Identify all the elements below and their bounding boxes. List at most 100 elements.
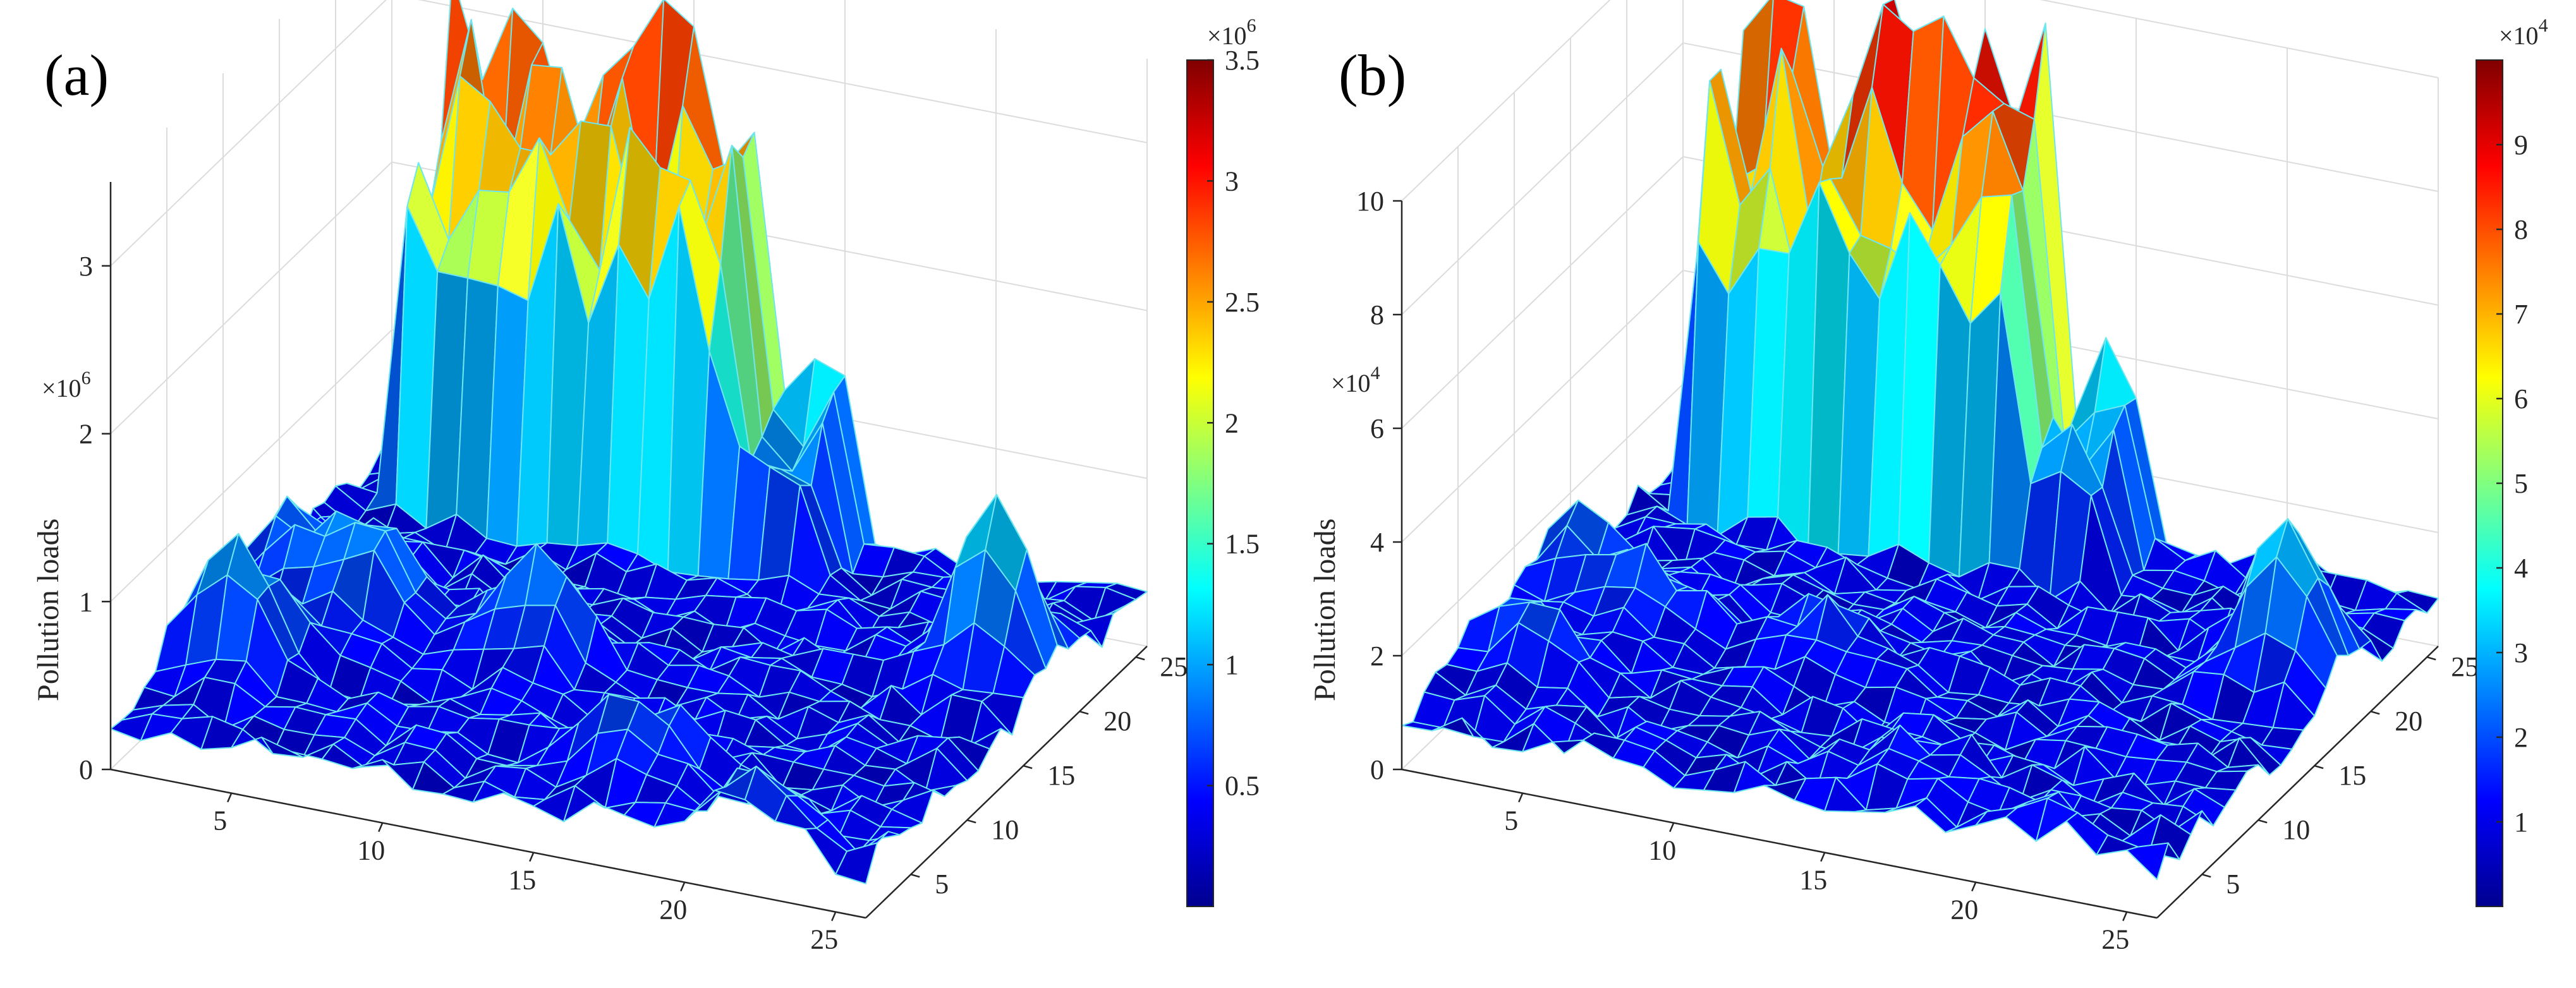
y-tick-mark [2201,873,2211,878]
colorbar-tick-label: 1 [2514,807,2528,838]
x-tick-mark [227,793,233,803]
z-tick-label: 1 [79,586,93,617]
colorbar-tick-label: 3 [2514,637,2528,668]
y-tick-mark [2314,764,2324,769]
y-tick-mark [966,819,976,824]
x-tick-mark [831,912,837,922]
y-tick-label: 15 [2338,760,2366,791]
colorbar-tick-label: 1.5 [1225,529,1260,560]
y-tick-label: 5 [935,869,949,900]
grid-line [110,0,387,267]
y-tick-mark [2370,710,2380,715]
panel-b-z-exponent: ×104 [1331,363,1380,397]
x-tick-label: 15 [508,865,536,896]
colorbar-tick-label: 1 [1225,649,1239,680]
y-tick-label: 25 [2451,651,2479,682]
grid-line [110,329,392,603]
panel-a-z-exp-power: 6 [82,368,91,389]
grid-line [1401,383,1684,656]
y-axis-line [865,646,1148,919]
colorbar-tick-label: 8 [2514,214,2528,245]
y-tick-label: 5 [2226,869,2240,900]
y-tick-mark [910,873,920,878]
surface-patch [2126,842,2169,881]
x-axis-line [110,768,866,919]
panel-a-cb-exp-power: 6 [1247,15,1256,36]
panel-a-z-exponent: ×106 [42,368,91,402]
z-tick-label: 8 [1370,299,1384,330]
colorbar-tick-label: 3.5 [1225,45,1260,76]
panel-b-label: (b) [1339,43,1406,107]
panel-b-cb-exp-base: ×10 [2499,21,2539,50]
colorbar-tick-label: 4 [2514,553,2528,584]
x-tick-label: 10 [1648,835,1676,866]
colorbar-tick-label: 5 [2514,468,2528,499]
x-tick-label: 15 [1799,865,1827,896]
z-tick-label: 6 [1370,413,1384,444]
y-tick-mark [1023,764,1033,769]
x-tick-label: 20 [659,895,687,925]
grid-line [1401,0,1611,202]
panel-a-axes: 5 10 15 20 25 5 10 15 20 25 0 1 2 3 [79,182,1188,955]
x-tick-mark [2122,912,2128,922]
x-tick-mark [680,882,686,892]
x-tick-label: 10 [357,835,385,866]
x-tick-mark [1518,793,1524,803]
panel-a: (a) 5 10 15 20 25 5 10 15 20 25 0 1 2 3 Pollution loa… [32,0,1260,955]
z-tick-label: 2 [79,419,93,450]
panel-b-z-exp-base: ×10 [1331,369,1371,397]
x-tick-label: 25 [2101,924,2129,955]
panel-a-colorbar-exponent: ×106 [1207,15,1256,50]
panel-a-label: (a) [44,43,109,107]
grid-line [2039,0,2439,78]
panel-a-zlabel: Pollution loads [32,519,65,701]
x-tick-label: 25 [810,924,838,955]
grid-line [1401,270,1684,543]
colorbar-tick-label: 2.5 [1225,287,1260,318]
y-tick-label: 15 [1047,760,1075,791]
panel-a-surface [110,0,1148,884]
y-tick-label: 20 [2395,706,2422,737]
y-tick-mark [1079,710,1089,715]
grid-line [1401,156,1684,429]
colorbar-tick-label: 9 [2514,130,2528,160]
panel-a-z-exp-base: ×10 [42,374,82,402]
panel-b-axes: 5 10 15 20 25 5 10 15 20 25 0 2 4 6 8 10 [1356,186,2479,955]
z-tick-label: 0 [1370,754,1384,785]
panel-b-surface [1401,0,2439,881]
y-tick-mark [1135,656,1145,661]
z-tick-label: 3 [79,251,93,282]
x-tick-mark [1971,882,1977,892]
x-axis-line [1401,768,2158,919]
y-tick-label: 10 [2282,814,2310,845]
z-tick-label: 4 [1370,527,1384,558]
y-tick-mark [2426,656,2436,661]
colorbar-tick-label: 3 [1225,166,1239,196]
panel-a-colorbar: ×106 0.5 1 1.5 2 2.5 3 3.5 [1186,15,1260,907]
z-tick-label: 10 [1356,186,1384,217]
grid-line [1401,42,1684,315]
panel-b-colorbar-exponent: ×104 [2499,15,2548,50]
y-tick-label: 25 [1160,651,1188,682]
panel-b-colorbar: ×104 1 2 3 4 5 6 7 8 9 [2476,15,2548,907]
panel-a-colorbar-bar [1186,59,1214,907]
colorbar-tick-label: 2 [2514,722,2528,753]
x-tick-mark [378,822,384,833]
colorbar-tick-label: 7 [2514,299,2528,330]
panel-b-z-exp-power: 4 [1371,363,1380,383]
x-tick-mark [529,852,535,862]
surface-patch [835,842,878,884]
x-tick-mark [1820,852,1826,862]
z-tick-label: 2 [1370,641,1384,672]
colorbar-tick-label: 6 [2514,383,2528,414]
z-tick-label: 0 [79,754,93,785]
panel-a-cb-exp-base: ×10 [1207,21,1247,50]
grid-line [110,161,392,435]
y-tick-mark [2257,819,2268,824]
x-tick-label: 5 [213,805,227,836]
colorbar-tick-label: 0.5 [1225,771,1260,802]
colorbar-tick-label: 2 [1225,407,1239,438]
